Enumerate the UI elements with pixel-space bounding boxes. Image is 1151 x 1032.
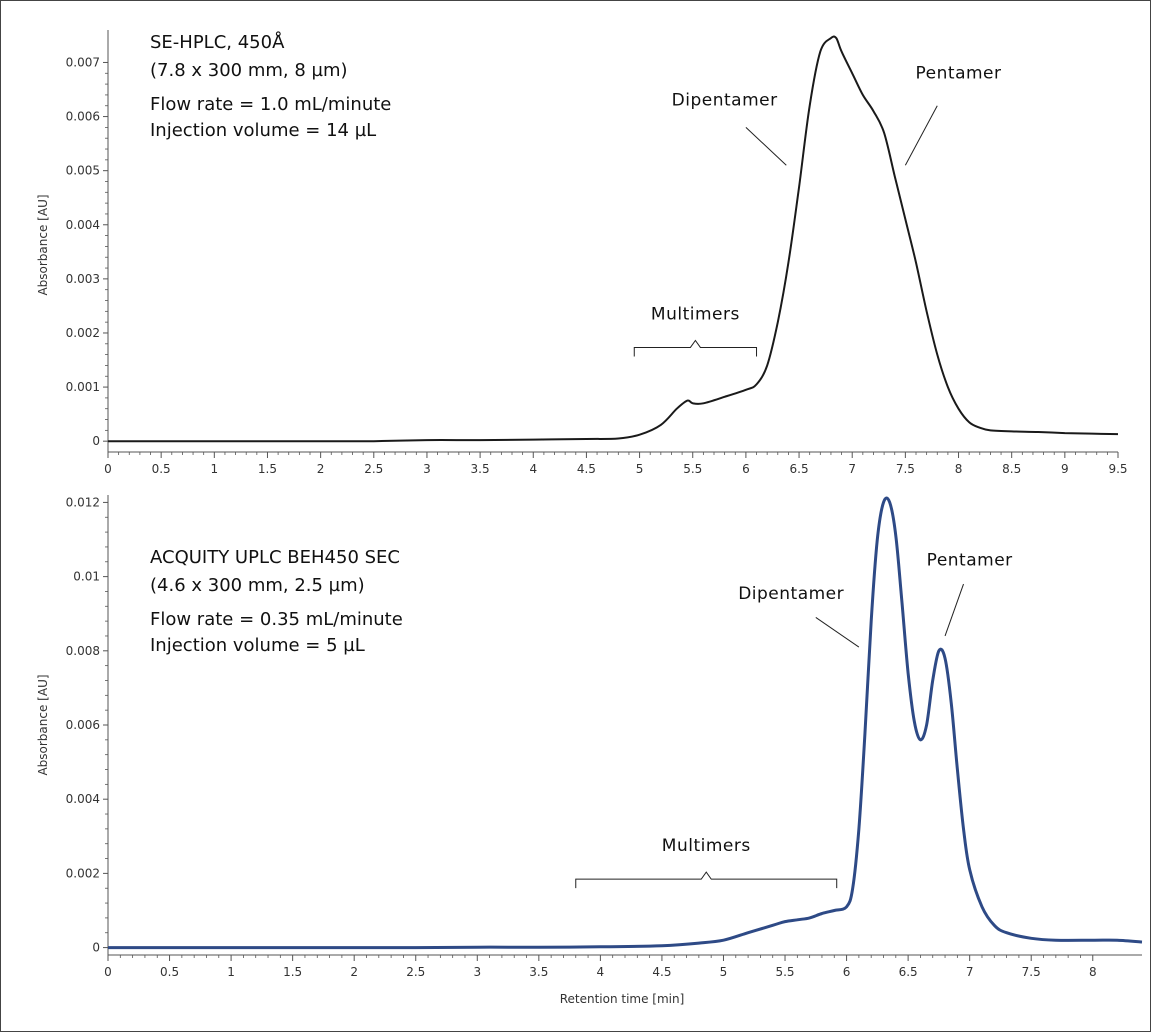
top-y-tick-label: 0.004 [66,218,100,232]
bottom-x-tick-label: 6.5 [899,965,918,979]
top-x-tick-label: 1.5 [258,462,277,476]
bottom-x-tick-label: 7.5 [1022,965,1041,979]
top-y-tick-label: 0 [92,434,100,448]
top-x-tick-label: 2.5 [364,462,383,476]
bottom-x-tick-label: 0 [104,965,112,979]
bottom-multimers-label: Multimers [662,836,751,856]
top-x-tick-label: 4 [529,462,537,476]
top-x-tick-label: 3.5 [471,462,490,476]
top-x-tick-label: 5 [636,462,644,476]
top-y-tick-label: 0.003 [66,272,100,286]
top-multimers-bracket [633,339,758,357]
bottom-x-tick-label: 2.5 [406,965,425,979]
bottom-y-tick-label: 0.006 [66,718,100,732]
top-x-tick-label: 9.5 [1108,462,1127,476]
top-x-tick-label: 9 [1061,462,1069,476]
top-x-tick-label: 5.5 [683,462,702,476]
top-y-tick-label: 0.006 [66,110,100,124]
bottom-y-tick-label: 0.012 [66,495,100,509]
top-y-tick-label: 0.001 [66,380,100,394]
bottom-x-tick-label: 2 [350,965,358,979]
top-x-tick-label: 2 [317,462,325,476]
bottom-x-tick-label: 6 [843,965,851,979]
bottom-dipentamer-label: Dipentamer [738,584,844,604]
top-x-tick-label: 7 [848,462,856,476]
bottom-y-tick-label: 0.008 [66,644,100,658]
bottom-x-axis-title: Retention time [min] [560,992,685,1006]
bottom-x-tick-label: 5 [720,965,728,979]
top-pentamer-label: Pentamer [916,64,1002,84]
top-info-line-2: (7.8 x 300 mm, 8 µm) [150,60,348,81]
top-dipentamer-label: Dipentamer [672,91,778,111]
bottom-info-line-4: Injection volume = 5 µL [150,635,365,656]
bottom-y-tick-label: 0 [92,941,100,955]
bottom-chromatogram-trace [108,496,1143,950]
bottom-y-tick-label: 0.002 [66,866,100,880]
top-x-tick-label: 6.5 [790,462,809,476]
top-chromatogram-trace [108,35,1119,443]
bottom-pentamer-label: Pentamer [927,550,1013,570]
top-dipentamer-leader [745,127,787,166]
bottom-x-tick-label: 3.5 [529,965,548,979]
top-x-tick-label: 4.5 [577,462,596,476]
top-info-line-3: Flow rate = 1.0 mL/minute [150,94,391,115]
top-multimers-label: Multimers [651,304,740,324]
bottom-y-tick-label: 0.004 [66,792,100,806]
top-y-tick-label: 0.007 [66,55,100,69]
top-x-tick-label: 6 [742,462,750,476]
bottom-x-tick-label: 3 [473,965,481,979]
bottom-x-tick-label: 5.5 [775,965,794,979]
top-y-tick-label: 0.005 [66,164,100,178]
bottom-y-axis-title: Absorbance [AU] [36,674,50,775]
top-x-tick-label: 7.5 [896,462,915,476]
top-x-tick-label: 1 [210,462,218,476]
bottom-y-tick-label: 0.01 [73,570,100,584]
bottom-info-line-2: (4.6 x 300 mm, 2.5 µm) [150,575,365,596]
bottom-info-line-3: Flow rate = 0.35 mL/minute [150,609,403,630]
top-x-tick-label: 0.5 [152,462,171,476]
bottom-x-tick-label: 4.5 [652,965,671,979]
top-pentamer-leader [904,105,938,166]
bottom-x-tick-label: 1.5 [283,965,302,979]
bottom-x-tick-label: 8 [1089,965,1097,979]
top-info-line-1: SE-HPLC, 450Å [150,31,285,53]
bottom-x-tick-label: 4 [597,965,605,979]
bottom-x-tick-label: 1 [227,965,235,979]
top-info-line-4: Injection volume = 14 µL [150,120,376,141]
top-y-tick-label: 0.002 [66,326,100,340]
top-x-tick-label: 8 [955,462,963,476]
bottom-multimers-bracket [575,871,838,889]
top-x-tick-label: 0 [104,462,112,476]
bottom-info-line-1: ACQUITY UPLC BEH450 SEC [150,547,400,568]
top-x-tick-label: 3 [423,462,431,476]
bottom-x-tick-label: 0.5 [160,965,179,979]
bottom-x-tick-label: 7 [966,965,974,979]
top-y-axis-title: Absorbance [AU] [36,194,50,295]
bottom-pentamer-leader [944,583,964,637]
bottom-dipentamer-leader [815,617,860,648]
top-x-tick-label: 8.5 [1002,462,1021,476]
